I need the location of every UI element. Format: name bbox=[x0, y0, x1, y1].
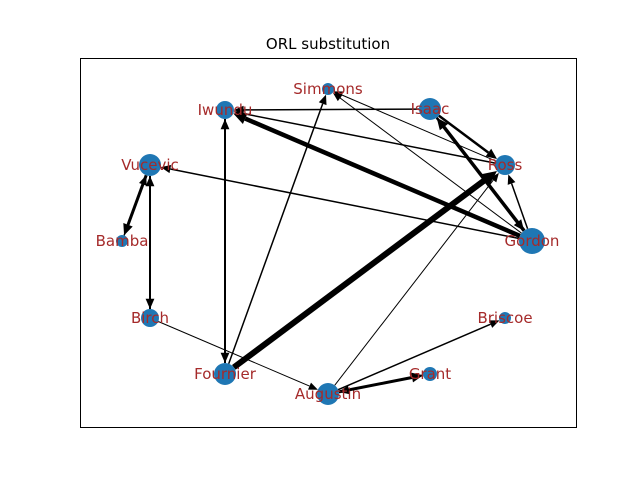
edge-ross-to-simmons bbox=[341, 94, 496, 162]
arrowhead-gordon-to-vucevic bbox=[160, 165, 172, 174]
edge-bamba-to-vucevic bbox=[123, 184, 144, 236]
edge-gordon-to-iwundu bbox=[244, 116, 521, 238]
edge-ross-to-iwundu bbox=[243, 112, 496, 164]
edge-gordon-to-ross bbox=[510, 183, 529, 230]
edge-isaac-to-ross bbox=[438, 114, 490, 154]
arrowhead-augustin-to-ross bbox=[490, 172, 499, 183]
node-label-iwundu: Iwundu bbox=[198, 101, 253, 119]
node-bamba bbox=[116, 235, 128, 247]
node-label-vucevic: Vucevic bbox=[121, 156, 179, 174]
node-grant bbox=[423, 367, 437, 381]
arrowhead-birch-to-vucevic bbox=[145, 176, 155, 187]
edge-fournier-to-simmons bbox=[227, 103, 324, 364]
arrowhead-fournier-to-simmons bbox=[318, 94, 327, 106]
arrowhead-gordon-to-simmons bbox=[332, 92, 343, 102]
edge-birch-to-augustin bbox=[158, 321, 310, 387]
chart-title: ORL substitution bbox=[266, 35, 390, 53]
node-label-bamba: Bamba bbox=[96, 232, 149, 250]
arrowhead-fournier-to-iwundu bbox=[220, 119, 230, 130]
node-label-fournier: Fournier bbox=[194, 365, 257, 383]
labels-layer: Simmons Isaac Iwundu Ross Vucevic Gordon Bamba… bbox=[96, 80, 560, 403]
arrowhead-gordon-to-iwundu bbox=[233, 113, 248, 124]
node-label-simmons: Simmons bbox=[293, 80, 363, 98]
node-label-birch: Birch bbox=[131, 309, 169, 327]
plot-frame bbox=[80, 58, 577, 428]
node-fournier bbox=[214, 363, 236, 385]
node-isaac bbox=[419, 98, 441, 120]
node-birch bbox=[141, 309, 159, 327]
edge-gordon-to-vucevic bbox=[170, 168, 520, 240]
arrowhead-isaac-to-ross bbox=[485, 148, 497, 159]
node-briscoe bbox=[499, 312, 511, 324]
arrowhead-fournier-to-ross bbox=[481, 171, 497, 186]
node-label-briscoe: Briscoe bbox=[477, 309, 532, 327]
node-vucevic bbox=[139, 154, 161, 176]
arrowhead-gordon-to-ross bbox=[507, 174, 516, 185]
arrowhead-birch-to-augustin bbox=[308, 382, 318, 390]
arrowhead-isaac-to-gordon bbox=[513, 219, 525, 231]
node-label-gordon: Gordon bbox=[505, 232, 560, 250]
node-gordon bbox=[519, 228, 545, 254]
edge-augustin-to-ross bbox=[334, 179, 494, 386]
edges-layer bbox=[123, 91, 529, 395]
node-simmons bbox=[322, 83, 334, 95]
edge-augustin-to-briscoe bbox=[337, 323, 491, 391]
node-augustin bbox=[317, 383, 339, 405]
arrowhead-bamba-to-vucevic bbox=[139, 175, 147, 186]
node-iwundu bbox=[216, 101, 234, 119]
arrowhead-augustin-to-briscoe bbox=[489, 320, 500, 328]
node-ross bbox=[495, 155, 515, 175]
edge-gordon-to-simmons bbox=[339, 97, 522, 234]
arrowhead-grant-to-augustin bbox=[338, 385, 350, 395]
node-label-ross: Ross bbox=[488, 156, 523, 174]
edge-isaac-to-iwundu bbox=[243, 108, 420, 111]
node-label-grant: Grant bbox=[409, 365, 451, 383]
edge-isaac-to-gordon bbox=[435, 116, 519, 223]
nodes-layer bbox=[116, 83, 545, 405]
edge-fournier-to-ross bbox=[232, 177, 488, 370]
edge-grant-to-augustin bbox=[348, 374, 424, 391]
node-label-augustin: Augustin bbox=[295, 385, 361, 403]
node-label-isaac: Isaac bbox=[411, 100, 450, 118]
